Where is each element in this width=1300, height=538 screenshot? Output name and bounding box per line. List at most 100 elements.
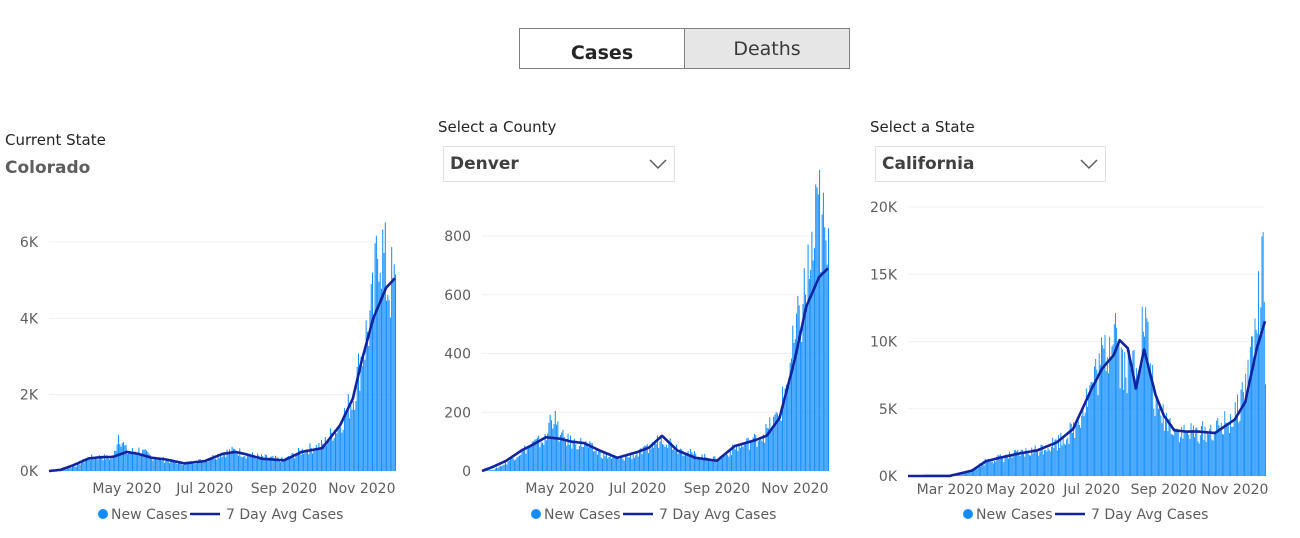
new-cases-bar	[324, 436, 326, 471]
new-cases-bar	[1221, 433, 1223, 476]
new-cases-bar	[386, 300, 388, 471]
new-cases-bar	[508, 460, 510, 471]
new-cases-bar	[198, 459, 200, 471]
legend-new-cases: New Cases	[111, 507, 188, 523]
new-cases-bar	[332, 440, 334, 471]
new-cases-bar	[312, 453, 314, 471]
new-cases-bar	[1006, 457, 1008, 476]
new-cases-bar	[499, 465, 501, 471]
new-cases-bar	[188, 461, 190, 471]
new-cases-bar	[319, 448, 321, 471]
new-cases-bar	[960, 473, 962, 476]
current-state-label: Current State	[5, 131, 106, 149]
new-cases-bar	[79, 464, 81, 471]
cases-toggle-button[interactable]: Cases	[519, 28, 685, 69]
new-cases-bar	[262, 456, 264, 471]
new-cases-bar	[974, 469, 976, 476]
new-cases-bar	[1228, 433, 1230, 476]
new-cases-bar	[352, 401, 354, 471]
new-cases-bar	[337, 428, 339, 471]
new-cases-bar	[711, 459, 713, 471]
new-cases-bar	[961, 473, 963, 476]
new-cases-bar	[1249, 346, 1251, 476]
new-cases-bar	[706, 458, 708, 471]
new-cases-bar	[1045, 449, 1047, 476]
new-cases-bar	[299, 450, 301, 471]
new-cases-bar	[211, 458, 213, 471]
new-cases-bar	[101, 458, 103, 471]
new-cases-bar	[69, 467, 71, 471]
new-cases-bar	[488, 470, 490, 471]
new-cases-bar	[1091, 382, 1093, 476]
new-cases-bar	[1201, 425, 1202, 476]
state-dropdown[interactable]: California	[875, 146, 1106, 182]
new-cases-bar	[549, 414, 551, 471]
new-cases-bar	[202, 460, 204, 471]
new-cases-bar	[968, 472, 970, 476]
new-cases-bar	[343, 408, 345, 471]
new-cases-bar	[1223, 434, 1225, 476]
new-cases-bar	[595, 450, 597, 471]
x-tick-label: Nov 2020	[761, 481, 828, 497]
new-cases-bar	[78, 461, 80, 471]
new-cases-bar	[692, 454, 694, 471]
new-cases-bar	[301, 448, 303, 471]
new-cases-bar	[305, 449, 307, 471]
new-cases-bar	[746, 438, 748, 471]
new-cases-bar	[1212, 440, 1214, 476]
new-cases-bar	[581, 446, 583, 471]
deaths-toggle-button[interactable]: Deaths	[685, 28, 850, 69]
new-cases-bar	[695, 453, 697, 471]
new-cases-bar	[564, 440, 567, 471]
new-cases-bar	[525, 453, 527, 471]
new-cases-bar	[729, 450, 731, 471]
new-cases-bar	[336, 433, 338, 471]
new-cases-bar	[130, 452, 132, 471]
new-cases-bar	[603, 452, 605, 471]
new-cases-bar	[1227, 425, 1229, 476]
new-cases-bar	[177, 461, 179, 471]
new-cases-bar	[589, 441, 591, 471]
new-cases-bar	[801, 341, 803, 471]
new-cases-bar	[487, 470, 489, 471]
new-cases-bar	[1061, 445, 1063, 476]
new-cases-bar	[822, 192, 824, 472]
new-cases-bar	[1139, 373, 1141, 476]
new-cases-bar	[973, 469, 975, 476]
new-cases-bar	[811, 231, 813, 471]
new-cases-bar	[1071, 432, 1073, 476]
new-cases-bar	[61, 470, 63, 471]
new-cases-bar	[220, 455, 222, 471]
new-cases-bar	[496, 467, 498, 471]
new-cases-bar	[544, 433, 546, 471]
new-cases-bar	[1030, 455, 1032, 476]
new-cases-bar	[340, 427, 342, 471]
new-cases-bar	[1040, 444, 1042, 476]
county-dropdown[interactable]: Denver	[443, 146, 675, 182]
new-cases-bar	[1125, 377, 1127, 476]
new-cases-bar	[331, 432, 333, 471]
new-cases-bar	[93, 459, 95, 471]
new-cases-bar	[257, 453, 259, 471]
new-cases-bar	[1144, 336, 1145, 476]
new-cases-bar	[1095, 358, 1097, 476]
new-cases-bar	[969, 472, 971, 476]
new-cases-bar	[1153, 408, 1155, 476]
new-cases-bar	[679, 448, 681, 471]
new-cases-bar	[790, 358, 792, 471]
new-cases-bar	[539, 447, 541, 471]
new-cases-bar	[755, 435, 757, 471]
new-cases-bar	[798, 305, 800, 471]
new-cases-bar	[1112, 344, 1114, 476]
new-cases-bar	[109, 459, 111, 471]
new-cases-bar	[1142, 331, 1144, 476]
new-cases-bar	[1046, 451, 1048, 476]
new-cases-bar	[670, 442, 672, 471]
new-cases-bar	[217, 454, 219, 471]
new-cases-bar	[742, 446, 744, 471]
new-cases-bar	[1103, 348, 1105, 476]
new-cases-bar	[631, 459, 633, 471]
x-tick-label: May 2020	[525, 481, 594, 497]
new-cases-bar	[355, 400, 357, 471]
new-cases-bar	[988, 458, 990, 476]
